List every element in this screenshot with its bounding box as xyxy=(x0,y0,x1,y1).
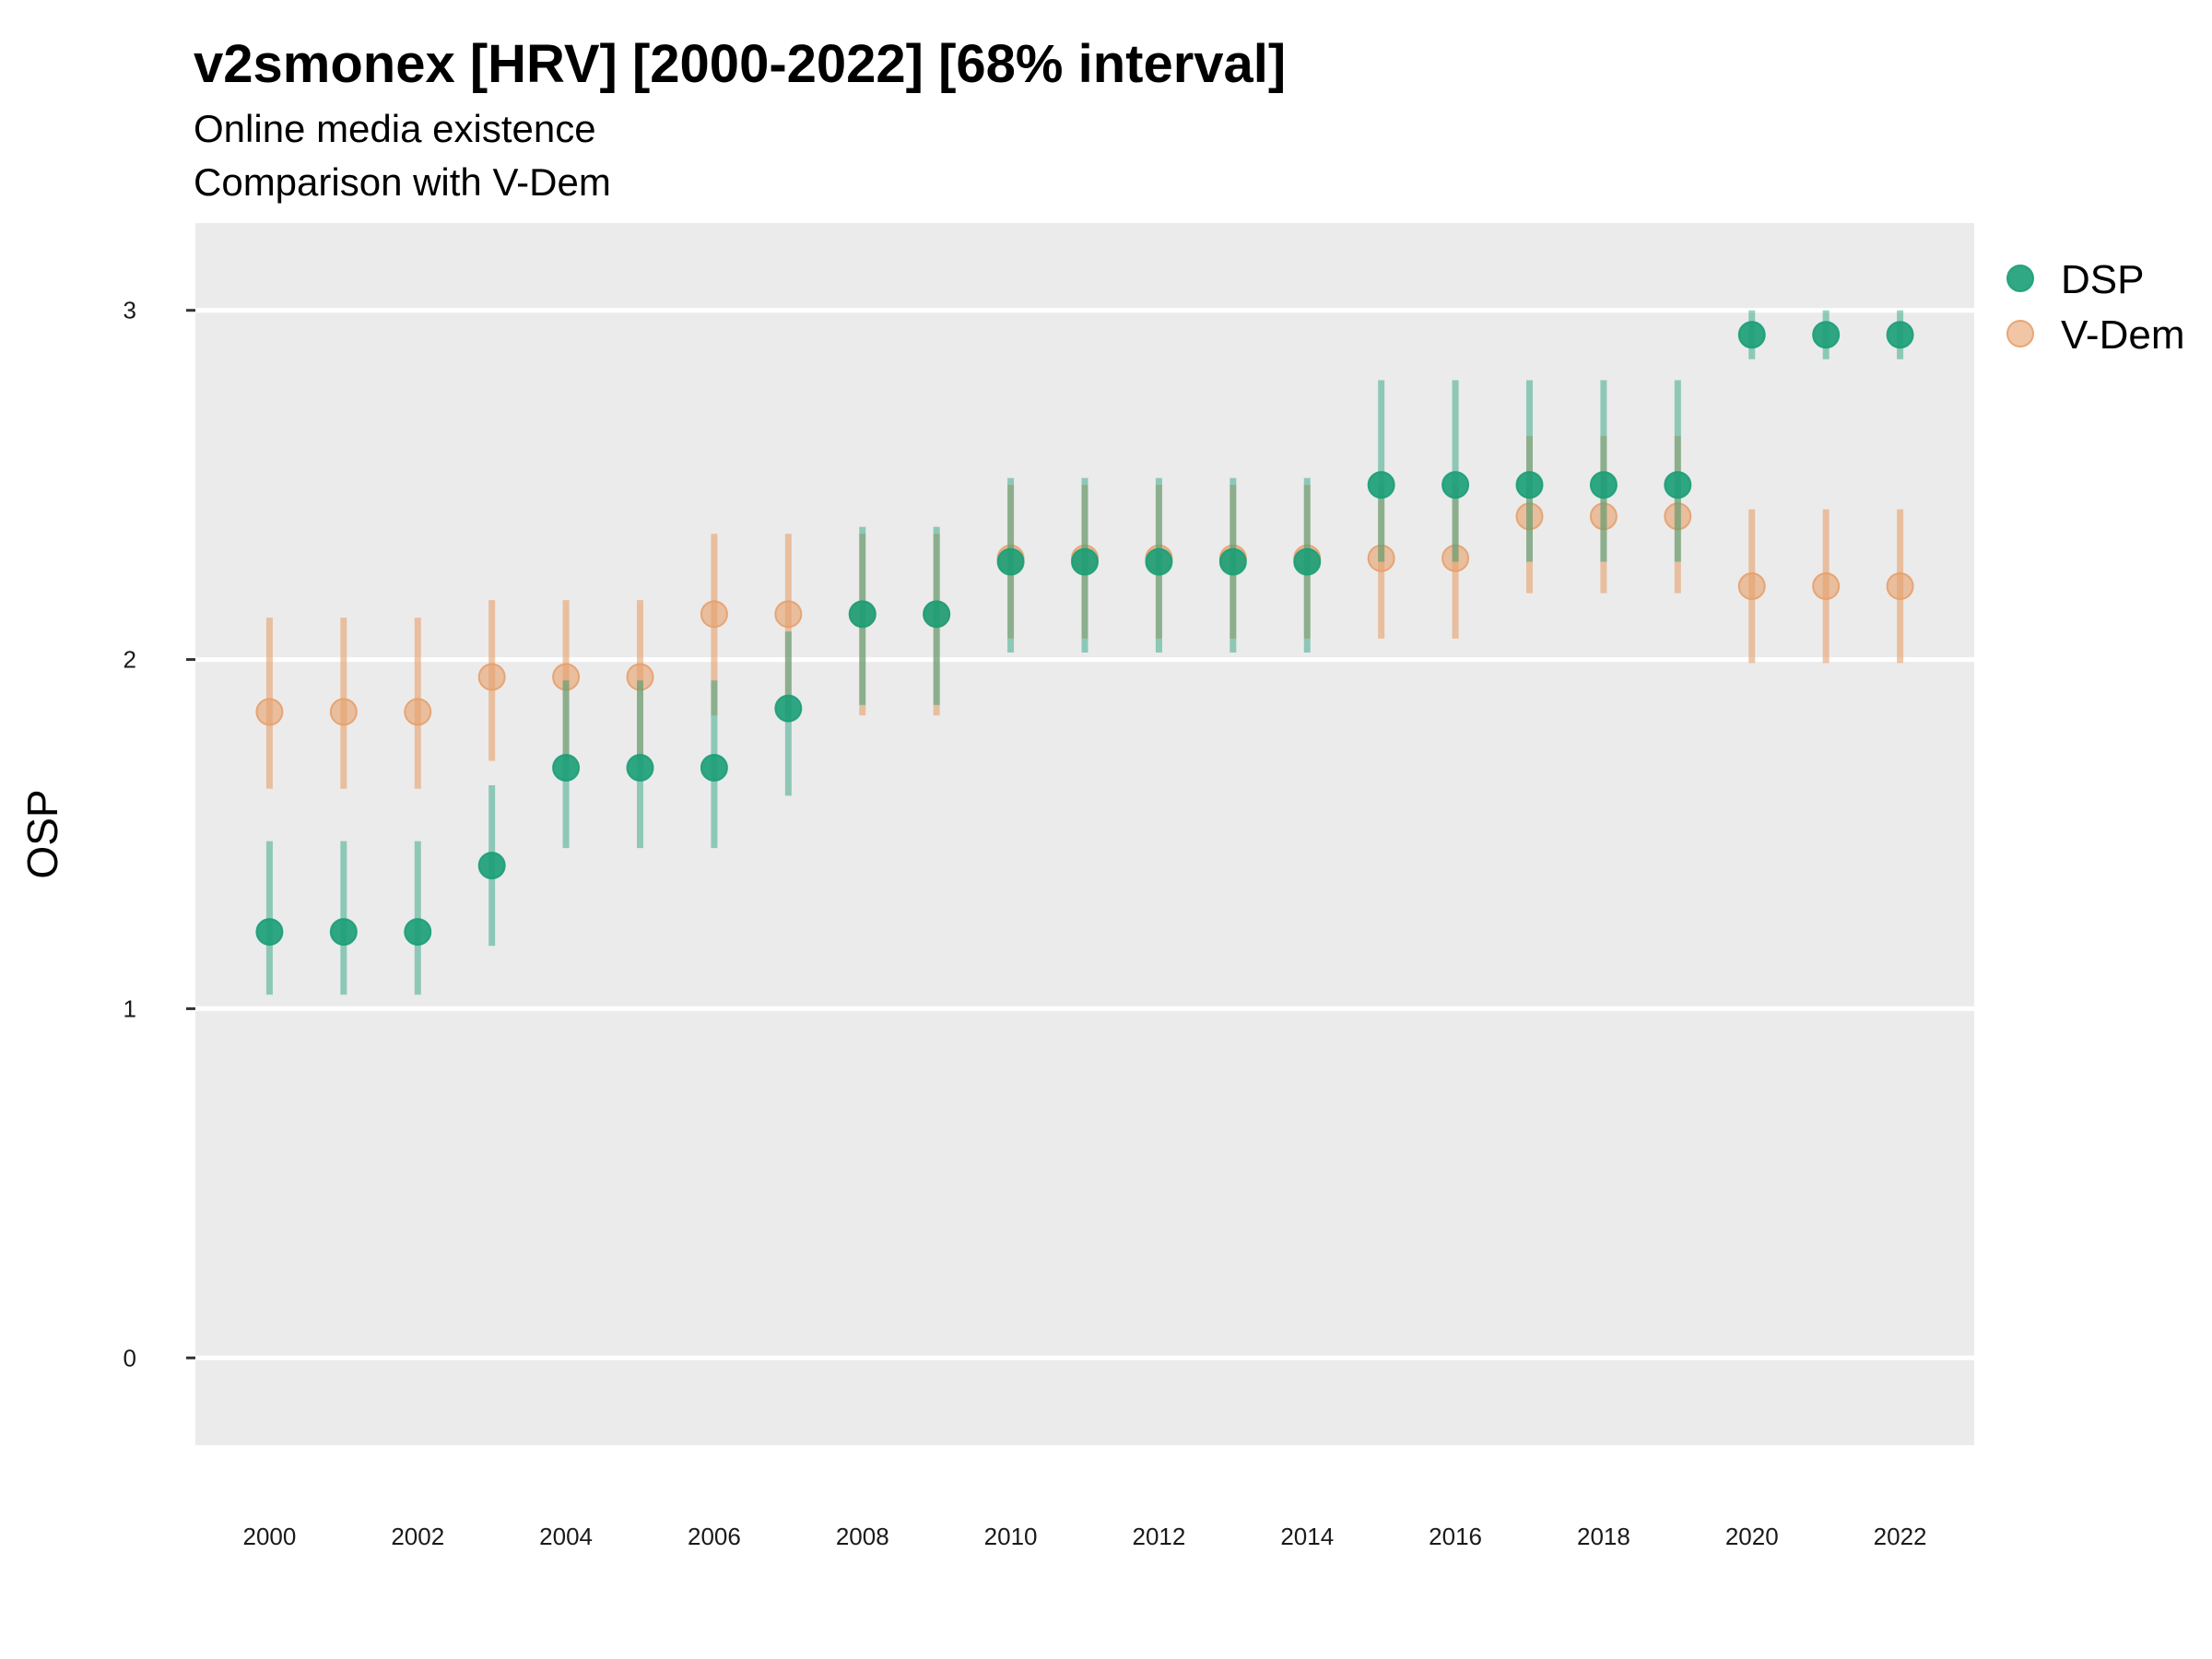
data-point xyxy=(1737,572,1766,601)
data-point xyxy=(848,600,877,629)
data-point xyxy=(1441,544,1470,572)
data-point xyxy=(404,698,432,726)
data-point xyxy=(552,663,581,691)
x-tick-label: 2006 xyxy=(688,1523,741,1550)
data-point xyxy=(1664,471,1692,500)
data-point xyxy=(1515,471,1544,500)
data-point xyxy=(329,698,358,726)
legend-marker xyxy=(2006,320,2034,347)
legend: DSP V-Dem xyxy=(2006,257,2184,358)
data-point xyxy=(1812,572,1841,601)
data-point xyxy=(1441,471,1470,500)
data-point xyxy=(774,600,803,629)
y-axis-ticks: 0 1 2 3 xyxy=(124,297,195,1371)
data-point xyxy=(626,663,654,691)
data-point xyxy=(1293,547,1322,576)
data-point xyxy=(923,600,951,629)
x-tick-label: 2004 xyxy=(539,1523,593,1550)
chart-subtitle-line-2: Comparison with V-Dem xyxy=(194,160,611,204)
data-point xyxy=(1218,547,1247,576)
x-tick-label: 2022 xyxy=(1874,1523,1927,1550)
plot-panel xyxy=(195,223,1974,1445)
data-point xyxy=(255,698,284,726)
x-tick-label: 2016 xyxy=(1429,1523,1482,1550)
data-point xyxy=(1812,321,1841,349)
data-point xyxy=(1367,471,1395,500)
data-point xyxy=(774,694,803,723)
x-tick-label: 2020 xyxy=(1725,1523,1779,1550)
x-tick-label: 2002 xyxy=(391,1523,444,1550)
data-point xyxy=(404,918,432,947)
series-dsp xyxy=(255,310,1914,995)
y-tick-label: 1 xyxy=(124,994,136,1022)
data-point xyxy=(1071,547,1099,576)
data-point xyxy=(1886,572,1914,601)
chart-title: v2smonex [HRV] [2000-2022] [68% interval… xyxy=(194,34,1287,94)
x-axis-ticks: 2000 2002 2004 2006 2008 2010 2012 2014 2016 2018… xyxy=(242,1523,1926,1550)
y-tick-label: 0 xyxy=(124,1344,136,1371)
data-point xyxy=(255,918,284,947)
x-tick-label: 2000 xyxy=(242,1523,296,1550)
data-point xyxy=(996,547,1025,576)
data-point xyxy=(1515,502,1544,531)
data-point xyxy=(700,754,728,782)
data-point xyxy=(626,754,654,782)
y-tick-label: 2 xyxy=(124,646,136,674)
y-axis-label: OSP xyxy=(18,789,66,878)
x-tick-label: 2018 xyxy=(1577,1523,1630,1550)
x-tick-label: 2012 xyxy=(1132,1523,1185,1550)
legend-marker xyxy=(2006,265,2034,292)
data-point xyxy=(477,663,506,691)
data-point xyxy=(1737,321,1766,349)
data-point xyxy=(1589,502,1618,531)
x-tick-label: 2014 xyxy=(1280,1523,1334,1550)
series-layer xyxy=(255,310,1914,995)
data-point xyxy=(329,918,358,947)
data-point xyxy=(1886,321,1914,349)
data-point xyxy=(477,852,506,880)
data-point xyxy=(552,754,581,782)
legend-label: V-Dem xyxy=(2061,312,2184,358)
chart-subtitle-line-1: Online media existence xyxy=(194,107,596,150)
data-point xyxy=(1145,547,1173,576)
x-tick-label: 2010 xyxy=(984,1523,1038,1550)
y-tick-label: 3 xyxy=(124,297,136,324)
x-tick-label: 2008 xyxy=(836,1523,889,1550)
data-point xyxy=(1589,471,1618,500)
data-point xyxy=(1367,544,1395,572)
data-point xyxy=(1664,502,1692,531)
legend-label: DSP xyxy=(2061,257,2144,302)
data-point xyxy=(700,600,728,629)
